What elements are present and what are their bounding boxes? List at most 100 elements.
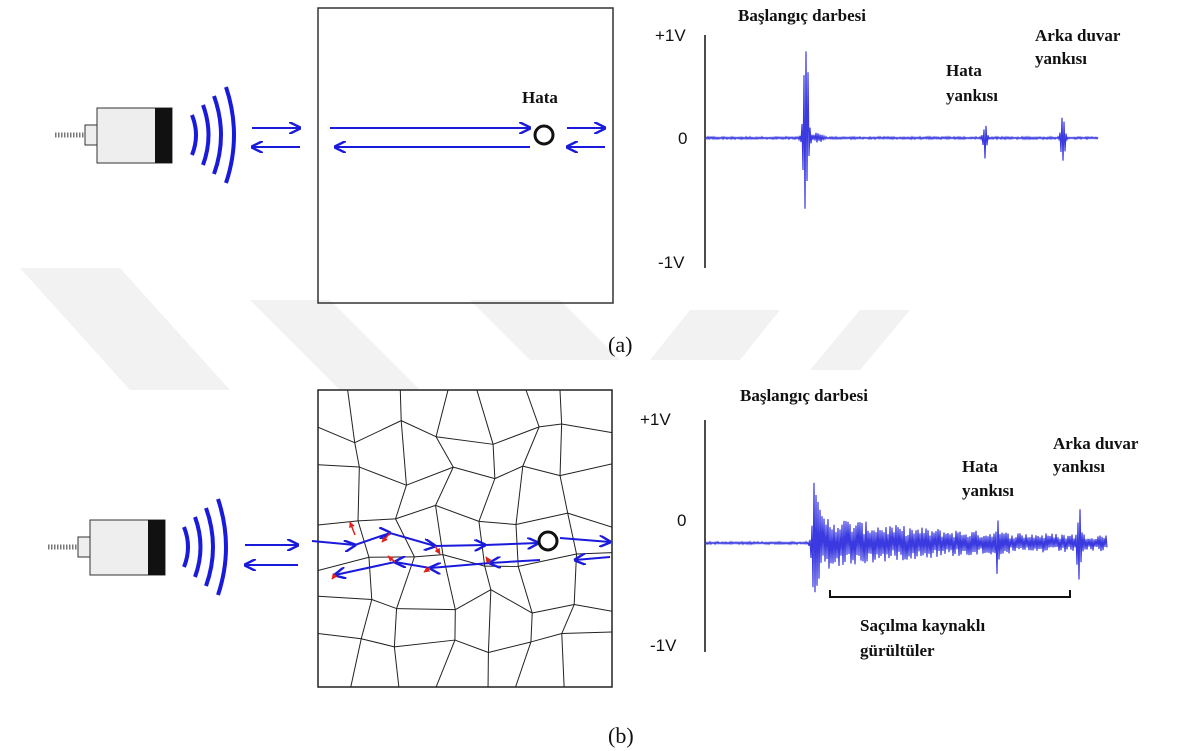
grain-boundary xyxy=(358,467,359,521)
grain-boundary xyxy=(436,390,448,437)
grain-boundary xyxy=(523,466,560,476)
annotation: yankısı xyxy=(946,86,998,105)
grain-boundary xyxy=(355,443,360,467)
watermark xyxy=(20,268,910,390)
grain-boundary xyxy=(361,599,372,638)
annotation: yankısı xyxy=(1035,49,1087,68)
grain-boundary xyxy=(560,476,568,513)
grain-boundary xyxy=(560,424,562,476)
axis-top: +1V xyxy=(640,410,671,429)
defect xyxy=(535,126,553,144)
grain-boundary xyxy=(562,424,612,433)
grain-boundary xyxy=(574,554,576,605)
axis-top: +1V xyxy=(655,26,686,45)
grain-boundary xyxy=(318,465,359,467)
grain-boundary xyxy=(516,525,518,567)
grain-boundary xyxy=(560,464,612,476)
grain-boundary xyxy=(348,390,355,443)
grain-boundary xyxy=(397,609,456,610)
grain-boundary xyxy=(495,466,523,478)
grain-boundary xyxy=(394,640,455,647)
grain-boundary xyxy=(531,634,562,642)
grain-boundary xyxy=(516,513,568,524)
waveform xyxy=(705,51,1098,208)
grain-boundary xyxy=(568,513,612,527)
annotation: Başlangıç darbesi xyxy=(738,6,866,25)
grain-boundary xyxy=(396,485,407,519)
annotation: Saçılma kaynaklı xyxy=(860,616,985,635)
figure: Hata +1V 0 -1V Başlangıç darbesi Hata ya… xyxy=(0,0,1177,751)
annotation: Hata xyxy=(962,457,998,476)
grain-boundary xyxy=(523,427,539,466)
grain-boundary xyxy=(562,632,612,634)
grain-boundary xyxy=(361,639,394,647)
grain-boundary xyxy=(493,444,495,478)
defect-label: Hata xyxy=(522,88,558,107)
grain-boundary xyxy=(414,555,442,557)
grain-boundary xyxy=(455,590,491,610)
grain-boundary xyxy=(479,479,495,522)
grain-boundary xyxy=(493,427,539,444)
grain-boundary xyxy=(401,421,406,486)
grain-boundary xyxy=(526,390,539,427)
caption: (b) xyxy=(608,723,634,748)
axis-zero: 0 xyxy=(678,129,687,148)
grain-boundary xyxy=(479,521,485,566)
grain-boundary xyxy=(394,609,396,647)
grain-boundary xyxy=(568,513,577,554)
grain-boundary xyxy=(531,613,532,642)
grain-boundary xyxy=(318,521,358,525)
grain-boundary xyxy=(369,557,372,599)
grain-boundary xyxy=(436,437,493,445)
bracket xyxy=(830,590,1070,597)
grain-boundary xyxy=(516,466,523,524)
grain-boundary xyxy=(358,519,396,521)
grain-boundary xyxy=(485,566,491,590)
waveform xyxy=(705,483,1107,592)
defect xyxy=(539,532,557,550)
grain-boundary xyxy=(479,521,516,524)
grain-boundary xyxy=(453,467,495,478)
grain-boundary xyxy=(351,639,361,687)
grain-boundary xyxy=(436,437,453,467)
annotation: Arka duvar xyxy=(1053,434,1139,453)
grain-boundary xyxy=(577,553,612,554)
grain-boundary xyxy=(455,640,488,652)
grain-boundary xyxy=(488,590,490,653)
grain-boundary xyxy=(436,640,455,687)
axis-bottom: -1V xyxy=(650,636,677,655)
grain-boundary xyxy=(488,642,531,653)
grain-boundary xyxy=(318,596,372,599)
grain-boundary xyxy=(477,390,493,444)
grain-boundary xyxy=(394,647,398,687)
grain-boundary xyxy=(372,599,397,608)
transducer xyxy=(55,87,234,183)
grain-boundary xyxy=(401,421,436,437)
axis-bottom: -1V xyxy=(658,253,685,272)
axis-zero: 0 xyxy=(677,511,686,530)
grain-boundary xyxy=(516,642,531,687)
grain-boundary xyxy=(539,424,562,427)
annotation: yankısı xyxy=(1053,457,1105,476)
annotation: Arka duvar xyxy=(1035,26,1121,45)
annotation: Başlangıç darbesi xyxy=(740,386,868,405)
grain-boundary xyxy=(560,390,562,424)
grain-boundary xyxy=(562,634,564,687)
grain-boundary xyxy=(318,427,355,442)
grain-boundary xyxy=(318,633,361,638)
annotation: yankısı xyxy=(962,481,1014,500)
annotation: Hata xyxy=(946,61,982,80)
grain-boundary xyxy=(574,605,612,612)
grain-boundary xyxy=(355,421,401,443)
grain-boundary xyxy=(358,521,369,557)
grain-boundary xyxy=(443,555,455,610)
grain-boundary xyxy=(396,505,436,518)
grain-boundary xyxy=(436,505,479,521)
annotation: gürültüler xyxy=(860,641,935,660)
grain-boundary xyxy=(359,467,406,485)
grain-boundary xyxy=(532,605,574,613)
grain-boundary xyxy=(400,390,401,421)
transducer xyxy=(48,499,226,595)
grain-boundary xyxy=(562,605,574,634)
specimen xyxy=(318,8,613,303)
